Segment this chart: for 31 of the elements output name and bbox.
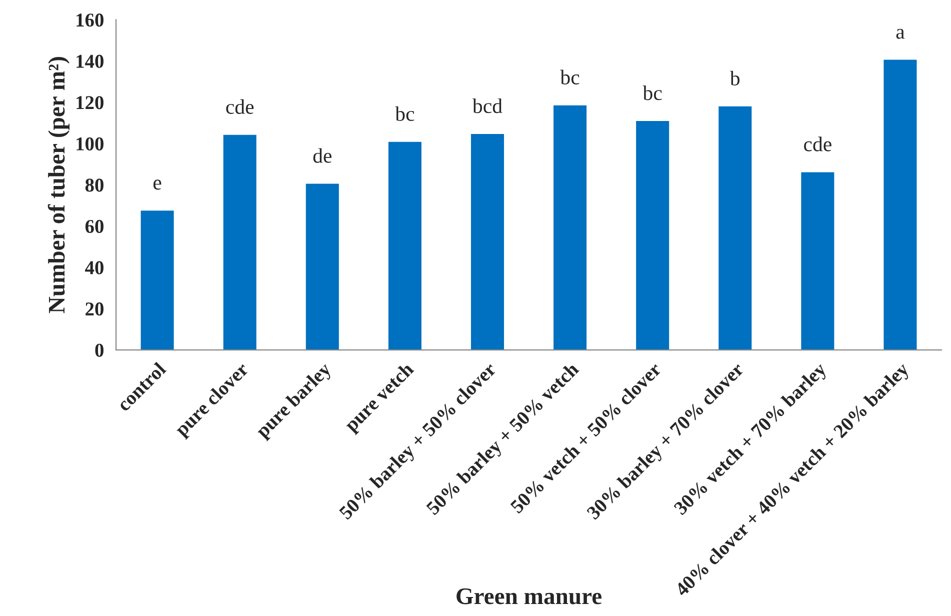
annotation: bc <box>395 106 414 121</box>
annotation: a <box>896 28 905 39</box>
annotation: b <box>730 70 740 86</box>
bar <box>470 134 504 350</box>
bar <box>884 60 917 350</box>
bar <box>636 121 670 350</box>
y-tick-label: 120 <box>76 96 104 110</box>
y-tick-label: 0 <box>95 344 104 357</box>
annotation: de <box>313 148 332 163</box>
bar <box>306 184 339 350</box>
annotation: bc <box>560 70 580 84</box>
annotation: cde <box>804 136 832 152</box>
bar <box>554 105 587 350</box>
y-tick-label: 140 <box>76 54 104 68</box>
bar <box>801 172 834 350</box>
x-axis-title: Green manure <box>456 588 602 604</box>
annotation: bcd <box>472 98 502 114</box>
annotation: cde <box>226 99 254 114</box>
y-tick-label: 80 <box>85 178 104 192</box>
annotation: e <box>153 180 162 190</box>
y-tick-label: 60 <box>85 220 104 234</box>
annotation: bc <box>642 85 662 100</box>
y-tick-label: 40 <box>85 261 104 274</box>
y-tick-label: 100 <box>76 137 104 150</box>
bar <box>140 210 174 350</box>
y-tick-label: 20 <box>86 302 104 316</box>
bar <box>223 134 256 350</box>
bar <box>388 142 422 350</box>
y-tick-label: 160 <box>76 14 104 27</box>
bar <box>718 106 752 350</box>
y-axis-title: Number of tuber (per m²) <box>48 57 70 314</box>
